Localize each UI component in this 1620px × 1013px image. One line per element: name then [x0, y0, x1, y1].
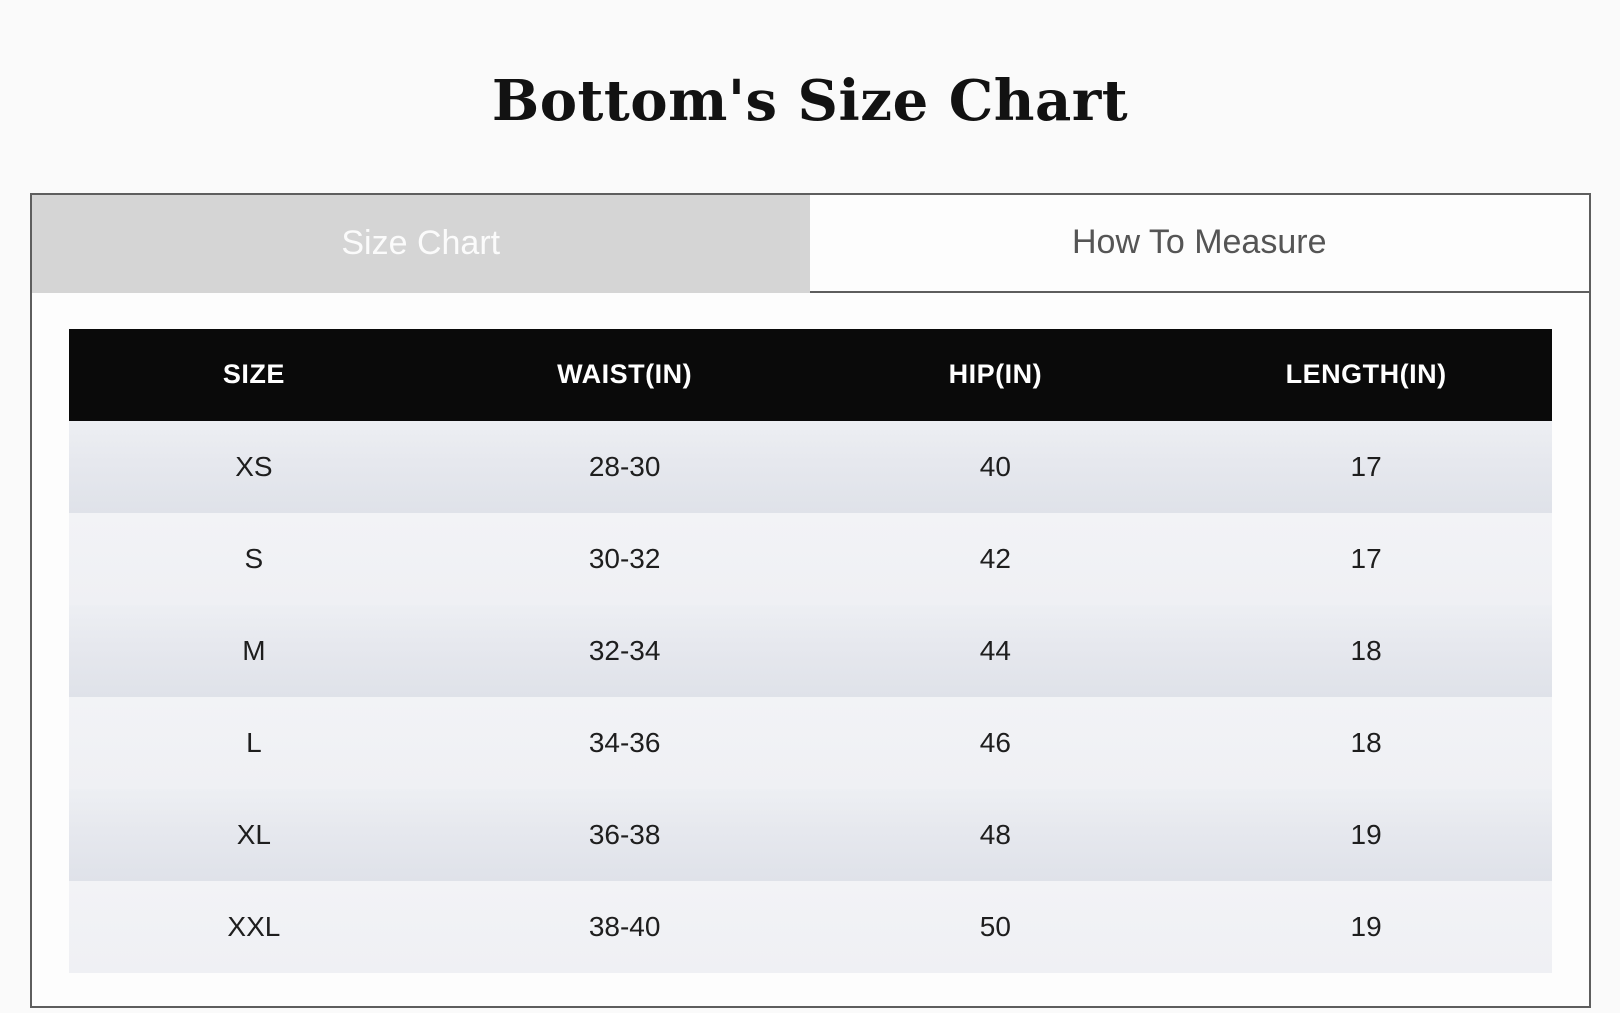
- column-header: SIZE: [68, 328, 440, 421]
- table-cell: 34-36: [439, 696, 810, 789]
- page-title: Bottom's Size Chart: [491, 67, 1129, 134]
- table-cell: S: [68, 512, 440, 605]
- size-chart-content: SIZE WAIST(IN) HIP(IN) LENGTH(IN) XS 28-30 40…: [32, 293, 1589, 1006]
- table-cell: 38-40: [439, 880, 810, 973]
- size-table: SIZE WAIST(IN) HIP(IN) LENGTH(IN) XS 28-30 40…: [68, 328, 1552, 973]
- table-body: XS 28-30 40 17 S 30-32 42 17 M 32-34 44 18 L 34-36 46 1…: [68, 420, 1552, 973]
- table-row: S 30-32 42 17: [68, 512, 1552, 605]
- column-header: HIP(IN): [810, 328, 1181, 421]
- tab-how-to-measure-label: How To Measure: [1072, 223, 1327, 262]
- table-cell: 50: [810, 880, 1181, 973]
- table-cell: 18: [1180, 696, 1552, 789]
- table-head: SIZE WAIST(IN) HIP(IN) LENGTH(IN): [68, 328, 1552, 421]
- tab-size-chart-label: Size Chart: [341, 224, 501, 263]
- table-cell: 42: [810, 512, 1181, 605]
- table-cell: XXL: [68, 880, 440, 973]
- table-cell: XS: [68, 420, 440, 513]
- table-cell: 44: [810, 604, 1181, 697]
- table-cell: 19: [1180, 788, 1552, 881]
- table-cell: 30-32: [439, 512, 810, 605]
- table-header-row: SIZE WAIST(IN) HIP(IN) LENGTH(IN): [68, 328, 1552, 421]
- tab-size-chart[interactable]: Size Chart: [31, 194, 810, 293]
- size-chart-panel: Size Chart How To Measure SIZE WAIST(IN) H…: [29, 192, 1591, 1008]
- column-header: WAIST(IN): [439, 328, 810, 421]
- table-cell: 28-30: [439, 420, 810, 513]
- table-cell: 18: [1180, 604, 1552, 697]
- table-cell: M: [68, 604, 440, 697]
- table-cell: XL: [68, 788, 440, 881]
- table-row: XL 36-38 48 19: [68, 788, 1552, 881]
- table-row: XXL 38-40 50 19: [68, 880, 1552, 973]
- column-header: LENGTH(IN): [1180, 328, 1552, 421]
- table-row: M 32-34 44 18: [68, 604, 1552, 697]
- table-cell: 17: [1180, 420, 1552, 513]
- table-cell: L: [68, 696, 440, 789]
- table-row: L 34-36 46 18: [68, 696, 1552, 789]
- table-cell: 17: [1180, 512, 1552, 605]
- table-cell: 40: [810, 420, 1181, 513]
- table-cell: 46: [810, 696, 1181, 789]
- tab-bar: Size Chart How To Measure: [31, 194, 1589, 293]
- tab-how-to-measure[interactable]: How To Measure: [810, 194, 1589, 293]
- table-cell: 36-38: [439, 788, 810, 881]
- table-cell: 19: [1180, 880, 1552, 973]
- table-cell: 48: [810, 788, 1181, 881]
- table-row: XS 28-30 40 17: [68, 420, 1552, 513]
- table-cell: 32-34: [439, 604, 810, 697]
